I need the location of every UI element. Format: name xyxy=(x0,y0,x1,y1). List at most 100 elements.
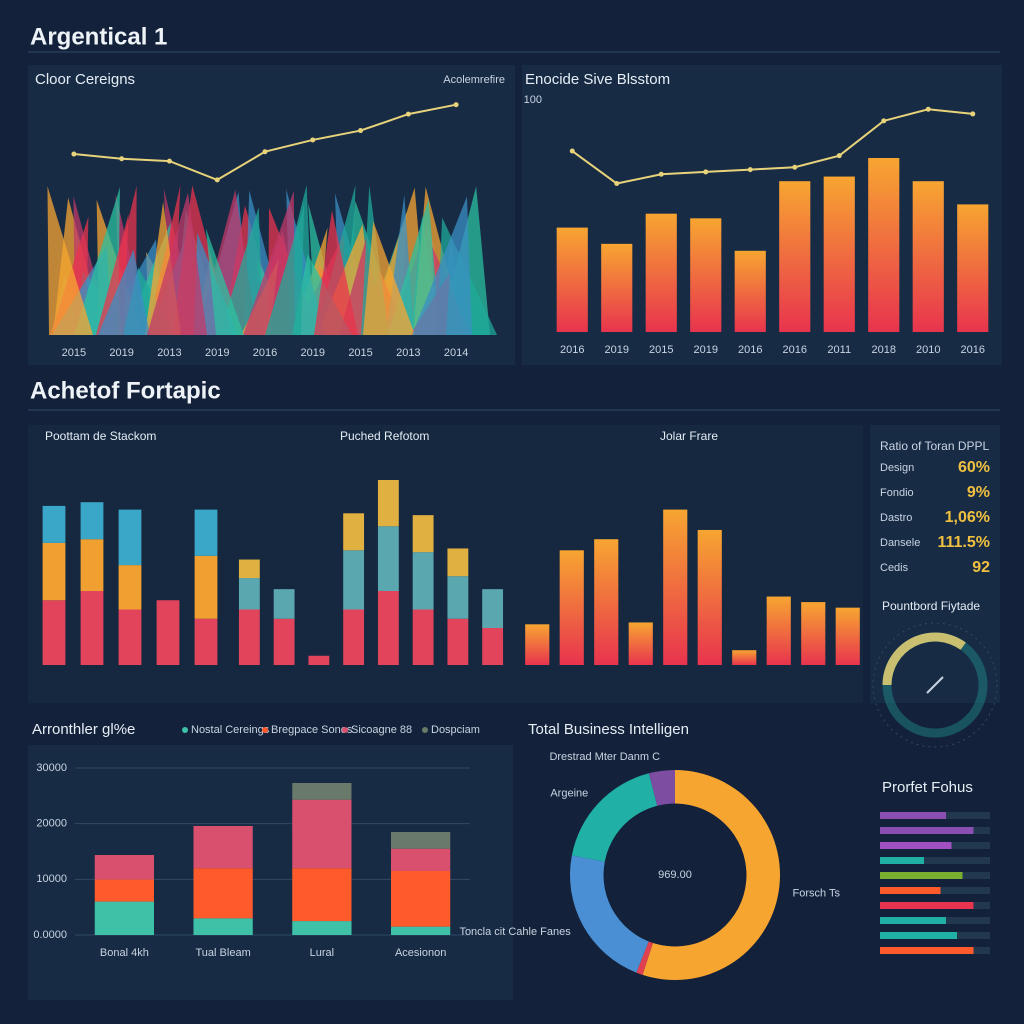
point xyxy=(970,111,976,117)
x-tick-label: 2015 xyxy=(62,347,86,359)
bar-segment xyxy=(482,628,504,665)
bar-segment xyxy=(193,918,253,935)
point xyxy=(658,171,664,177)
kpi-value: 111.5% xyxy=(938,534,991,551)
legend-entry: Bregpace Sones xyxy=(271,724,353,736)
kpi-label: Fondio xyxy=(880,487,914,499)
kpi-label: Cedis xyxy=(880,562,909,574)
x-tick-label: 2018 xyxy=(872,344,896,356)
legend-entry: Nostal Cereings xyxy=(191,724,270,736)
bar-segment xyxy=(194,618,218,665)
bar xyxy=(779,181,811,332)
point xyxy=(214,177,220,183)
bar xyxy=(801,602,826,665)
foliage xyxy=(147,192,207,335)
x-tick-label: Acesionon xyxy=(395,947,446,959)
bar-segment xyxy=(292,799,352,869)
foliage xyxy=(98,249,150,335)
bar-segment xyxy=(42,505,66,543)
bar-segment xyxy=(42,600,66,665)
y-tick-label: 30000 xyxy=(36,762,67,774)
bar xyxy=(732,650,757,665)
bar xyxy=(835,607,860,665)
point xyxy=(703,169,709,175)
bar xyxy=(734,250,766,332)
x-tick-label: 2019 xyxy=(605,344,629,356)
chart-title: Pountbord Fiytade xyxy=(882,599,980,613)
gauge-value xyxy=(882,632,966,685)
bar xyxy=(525,624,550,665)
legend-swatch xyxy=(422,727,428,733)
bar-segment xyxy=(118,609,142,665)
bar xyxy=(880,902,974,909)
x-tick-label: 2019 xyxy=(694,344,718,356)
foliage xyxy=(412,196,472,335)
bar xyxy=(559,550,584,665)
bar xyxy=(697,529,722,665)
bar-segment xyxy=(292,921,352,935)
donut-segment xyxy=(571,773,658,862)
donut-hole xyxy=(603,803,747,947)
point xyxy=(71,151,77,157)
bar-segment xyxy=(447,548,469,577)
donut-segment xyxy=(642,770,780,980)
bar xyxy=(556,227,588,332)
x-tick-label: 2013 xyxy=(157,347,181,359)
slice-label: Toncla cit Cahle Fanes xyxy=(459,926,571,938)
donut-segment xyxy=(648,770,675,806)
x-tick-label: Bonal 4kh xyxy=(100,947,149,959)
bar xyxy=(880,872,963,879)
bar-segment xyxy=(391,848,451,871)
x-tick-label: 2015 xyxy=(649,344,673,356)
y-tick-label: 100 xyxy=(524,94,542,106)
bar-segment xyxy=(391,831,451,849)
bar-segment xyxy=(412,552,434,610)
donut-segment xyxy=(636,941,653,975)
slice-label: Forsch Ts xyxy=(793,888,841,900)
chart-title: Total Business Intelligen xyxy=(528,721,689,738)
bar-segment xyxy=(94,879,154,902)
bar xyxy=(645,213,677,332)
bar-track xyxy=(880,857,990,864)
bar xyxy=(594,539,619,665)
bar-segment xyxy=(343,609,365,665)
point xyxy=(310,137,316,143)
bar-segment xyxy=(194,555,218,619)
bar-segment xyxy=(447,618,469,665)
bar-segment xyxy=(273,589,295,619)
kpi-label: Design xyxy=(880,462,914,474)
legend-swatch xyxy=(182,727,188,733)
point xyxy=(747,167,753,173)
x-tick-label: 2016 xyxy=(961,344,985,356)
gauge-needle xyxy=(926,676,944,694)
x-tick-label: 2013 xyxy=(396,347,420,359)
bar-segment xyxy=(377,526,399,591)
bar-segment xyxy=(42,542,66,601)
bar xyxy=(957,204,989,332)
chart-title: Enocide Sive Blsstom xyxy=(525,71,670,88)
bar-segment xyxy=(118,509,142,566)
kpi-title: Ratio of Toran DPPL xyxy=(880,439,989,453)
bar xyxy=(880,827,974,834)
foliage xyxy=(47,186,93,335)
bar xyxy=(663,509,688,665)
chart-title: Puched Refotom xyxy=(340,429,429,443)
bar xyxy=(868,158,900,332)
point xyxy=(119,156,125,162)
point xyxy=(569,148,575,154)
bar xyxy=(823,176,855,332)
section-title: Achetof Fortapic xyxy=(30,377,221,404)
donut-segment xyxy=(570,855,649,973)
chart-title: Prorfet Fohus xyxy=(882,779,973,796)
legend-swatch xyxy=(342,727,348,733)
chart-title: Poottam de Stackom xyxy=(45,429,156,443)
point xyxy=(836,153,842,159)
bar xyxy=(912,181,944,332)
page-title: Argentical 1 xyxy=(30,23,167,50)
x-tick-label: 2019 xyxy=(109,347,133,359)
kpi-value: 1,06% xyxy=(945,509,990,526)
legend-entry: Sicoagne 88 xyxy=(351,724,412,736)
bar-segment xyxy=(193,868,253,919)
x-tick-label: 2010 xyxy=(916,344,940,356)
